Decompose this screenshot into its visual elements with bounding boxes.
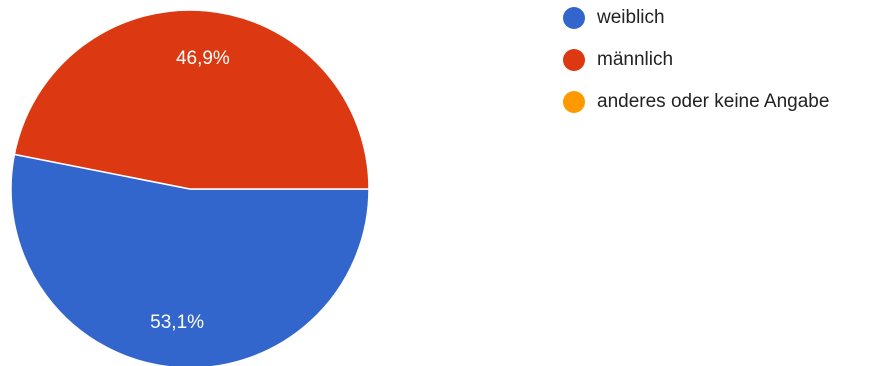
legend-item[interactable]: anderes oder keine Angabe: [563, 91, 829, 113]
legend-item[interactable]: weiblich: [563, 7, 829, 29]
legend: weiblich männlich anderes oder keine Angab…: [563, 7, 829, 133]
pie-slice-1: [10, 153, 370, 366]
pie-chart: 53,1% 46,9%: [10, 9, 370, 366]
legend-label: männlich: [597, 49, 674, 70]
legend-label: anderes oder keine Angabe: [597, 91, 830, 112]
pie-value-label-2: 46,9%: [176, 48, 230, 69]
legend-swatch-icon: [563, 49, 585, 71]
pie-slice-2: [13, 9, 370, 190]
pie-value-labels: 53,1% 46,9%: [150, 48, 230, 333]
pie-slices: [10, 9, 370, 366]
legend-swatch-icon: [563, 7, 585, 29]
legend-label: weiblich: [597, 7, 665, 28]
legend-swatch-icon: [563, 91, 585, 113]
pie-value-label-1: 53,1%: [150, 312, 204, 333]
legend-item[interactable]: männlich: [563, 49, 829, 71]
